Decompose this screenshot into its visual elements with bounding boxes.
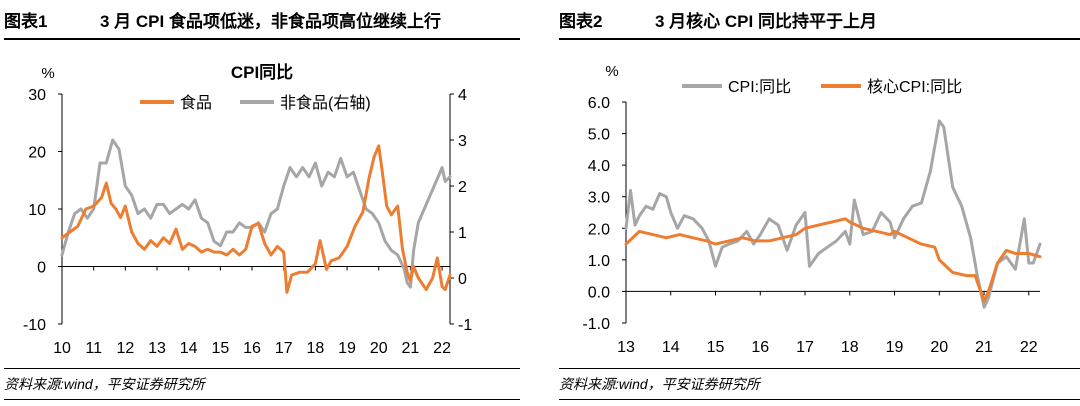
y-right-tick-label: 2 (458, 179, 467, 196)
y-tick-label: 5.0 (588, 127, 610, 144)
y-right-tick-label: 3 (458, 133, 467, 150)
figure-number: 图表1 (4, 12, 48, 31)
x-tick-label: 19 (886, 339, 904, 356)
y-tick-label: 0 (37, 260, 46, 277)
x-tick-label: 16 (751, 339, 769, 356)
x-tick-label: 17 (275, 340, 293, 357)
left-figure: 图表1 3 月 CPI 食品项低迷，非食品项高位继续上行 -10 0 10 20 30 -1… (0, 0, 520, 406)
legend-label: 核心CPI:同比 (867, 78, 962, 96)
y-tick-label: 4.0 (588, 158, 610, 175)
x-tick-label: 19 (338, 340, 356, 357)
figure-title: 3 月 CPI 食品项低迷，非食品项高位继续上行 (100, 12, 441, 31)
figure-header: 图表2 3 月核心 CPI 同比持平于上月 (559, 6, 1080, 40)
x-tick-label: 18 (841, 339, 859, 356)
x-tick-label: 15 (211, 340, 229, 357)
source-note: 资料来源:wind，平安证券研究所 (559, 368, 1080, 400)
chart-title: CPI同比 (231, 62, 293, 82)
x-tick-label: 11 (85, 340, 102, 357)
y-tick-label: 30 (28, 87, 46, 104)
x-tick-label: 14 (662, 339, 680, 356)
y-tick-label: -10 (23, 317, 46, 334)
source-note: 资料来源:wind，平安证券研究所 (4, 368, 520, 400)
x-tick-label: 22 (1020, 339, 1038, 356)
right-figure: 图表2 3 月核心 CPI 同比持平于上月 -1.0 0.0 1.0 2.0 3.0 4.0… (555, 0, 1080, 406)
y-tick-label: 1.0 (588, 253, 610, 270)
core-cpi-chart: -1.0 0.0 1.0 2.0 3.0 4.0 5.0 6.0 13 14 15 16 17 18 19 2… (582, 63, 1042, 356)
x-tick-label: 13 (148, 340, 166, 357)
y-tick-label: 2.0 (588, 221, 610, 238)
x-tick-label: 13 (617, 339, 635, 356)
x-tick-label: 18 (306, 340, 324, 357)
x-tick-label: 12 (116, 340, 134, 357)
legend-label: CPI:同比 (728, 78, 791, 96)
series-line-core-cpi (624, 217, 1042, 303)
y-tick-label: -1.0 (582, 316, 610, 333)
x-tick-label: 20 (370, 340, 388, 357)
y-tick-label: 0.0 (588, 284, 610, 301)
y-axis-unit: % (41, 65, 54, 82)
figure-number: 图表2 (559, 12, 603, 31)
y-tick-label: 20 (28, 145, 46, 162)
legend-label: 食品 (180, 94, 212, 112)
x-tick-label: 21 (975, 339, 993, 356)
y-right-tick-label: 4 (458, 87, 467, 104)
legend-label: 非食品(右轴) (280, 94, 371, 112)
y-right-tick-label: 0 (458, 271, 467, 288)
y-tick-label: 6.0 (588, 95, 610, 112)
x-tick-label: 20 (930, 339, 948, 356)
x-tick-label: 14 (180, 340, 198, 357)
x-tick-label: 17 (796, 339, 814, 356)
series-line-food (60, 144, 452, 294)
figure-header: 图表1 3 月 CPI 食品项低迷，非食品项高位继续上行 (4, 6, 520, 40)
y-tick-label: 10 (28, 202, 46, 219)
x-tick-label: 16 (243, 340, 261, 357)
y-right-tick-label: 1 (458, 225, 467, 242)
x-tick-label: 15 (707, 339, 725, 356)
y-axis-unit: % (605, 63, 618, 80)
series-line-cpi (624, 119, 1042, 309)
figure-title: 3 月核心 CPI 同比持平于上月 (655, 12, 877, 31)
x-tick-label: 22 (433, 340, 451, 357)
y-tick-label: 3.0 (588, 190, 610, 207)
y-right-tick-label: -1 (458, 317, 472, 334)
series-line-non-food (60, 138, 452, 289)
x-tick-label: 21 (402, 340, 420, 357)
x-tick-label: 10 (53, 340, 71, 357)
